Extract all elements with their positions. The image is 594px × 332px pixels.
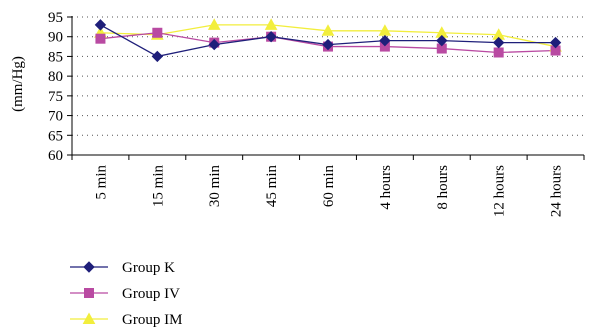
y-tick-label: 90: [48, 30, 63, 46]
x-tick-label: 60 min: [321, 165, 337, 208]
data-point-group-k: [436, 34, 448, 47]
data-point-group-k: [549, 36, 562, 49]
legend: Group K Group IV Group IM: [70, 260, 182, 328]
x-tick-label: 5 min: [93, 165, 109, 200]
y-tick-label: 80: [48, 69, 63, 85]
data-point-group-im: [264, 18, 278, 30]
data-point-group-iv: [95, 33, 106, 44]
data-point-group-k: [379, 34, 391, 47]
gridlines: [72, 16, 584, 136]
legend-item-group-iv: Group IV: [70, 286, 180, 302]
legend-marker: [82, 312, 96, 324]
data-point-group-iv: [493, 47, 504, 58]
data-point-group-k: [492, 36, 505, 49]
y-tick-label: 70: [48, 109, 63, 125]
data-point-group-k: [265, 31, 277, 43]
data-point-group-k: [151, 50, 164, 63]
x-tick-label: 12 hours: [492, 165, 508, 217]
legend-marker: [84, 288, 94, 298]
y-tick-label: 75: [48, 89, 63, 105]
x-tick-label: 8 hours: [435, 165, 451, 210]
data-point-group-im: [207, 18, 221, 30]
data-point-group-iv: [152, 27, 163, 38]
legend-item-group-im: Group IM: [70, 312, 182, 328]
axes: [67, 16, 585, 160]
x-tick-labels: 5 min 15 min 30 min 45 min 60 min 4 hours 8 ho…: [93, 165, 564, 218]
y-tick-label: 95: [48, 10, 63, 26]
data-point-group-k: [208, 38, 220, 51]
x-tick-label: 4 hours: [378, 165, 394, 210]
data-point-group-im: [321, 24, 335, 36]
legend-label: Group IV: [122, 286, 180, 302]
y-tick-label: 85: [48, 49, 63, 65]
legend-label: Group IM: [122, 312, 182, 328]
legend-marker: [83, 261, 95, 273]
x-tick-label: 15 min: [150, 165, 166, 208]
y-tick-label: 65: [48, 128, 63, 144]
y-axis-title: (mm/Hg): [10, 56, 26, 112]
y-tick-label: 60: [48, 148, 63, 164]
legend-label: Group K: [122, 260, 175, 276]
y-tick-labels: 60 65 70 75 80 85 90 95: [48, 10, 63, 164]
data-point-group-k: [94, 19, 107, 31]
x-tick-label: 24 hours: [549, 165, 565, 217]
x-tick-label: 45 min: [264, 165, 280, 208]
series-markers: [94, 18, 562, 63]
legend-item-group-k: Group K: [70, 260, 175, 276]
x-tick-label: 30 min: [207, 165, 223, 208]
data-point-group-k: [322, 38, 334, 51]
